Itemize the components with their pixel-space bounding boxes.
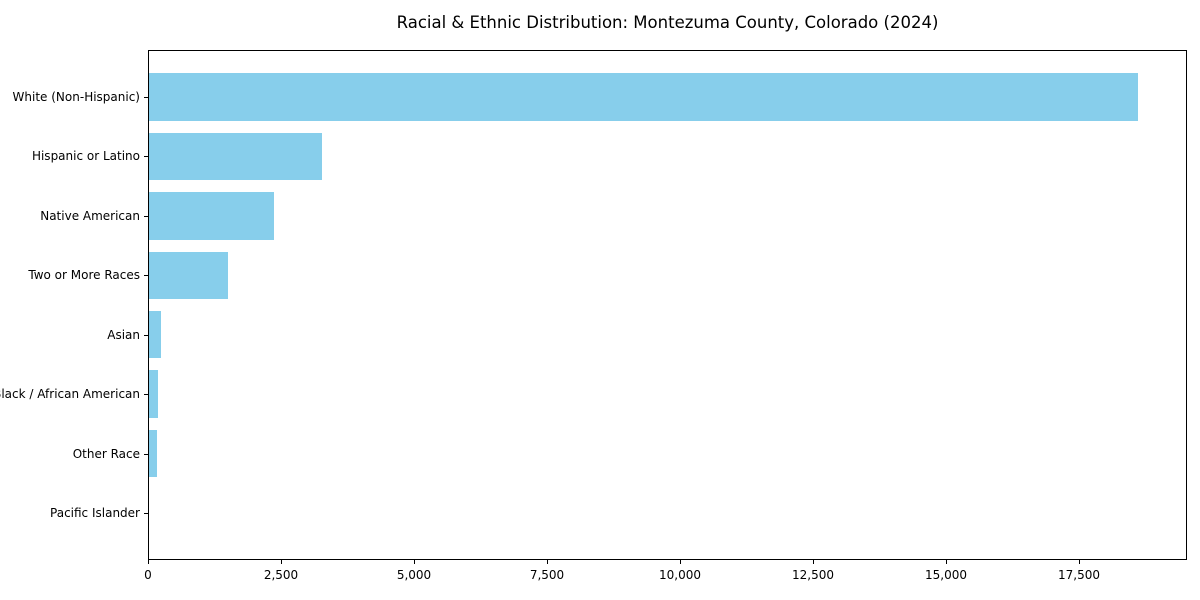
bar-white-non-hispanic [149, 73, 1138, 121]
ytick-mark [144, 215, 148, 217]
bar-hispanic-or-latino [149, 132, 323, 181]
xtick-mark [946, 560, 947, 564]
xtick-mark [414, 560, 415, 564]
xtick-mark [148, 560, 149, 564]
ytick-mark [144, 96, 148, 98]
ytick-label-black-african-american: Black / African American [0, 387, 140, 402]
bar-two-or-more-races [149, 251, 229, 300]
xtick-mark [1079, 560, 1080, 564]
xtick-mark [680, 560, 681, 564]
plot-area [148, 50, 1187, 560]
ytick-label-two-or-more-races: Two or More Races [28, 268, 140, 283]
ytick-label-other-race: Other Race [72, 446, 140, 461]
ytick-mark [144, 513, 148, 515]
xtick-label: 10,000 [659, 568, 701, 582]
ytick-mark [144, 156, 148, 158]
ytick-mark [144, 453, 148, 455]
xtick-label: 2,500 [263, 568, 299, 582]
chart-title: Racial & Ethnic Distribution: Montezuma … [396, 13, 939, 32]
ytick-mark [144, 334, 148, 336]
ytick-label-white-non-hispanic: White (Non-Hispanic) [12, 89, 140, 104]
xtick-label: 17,500 [1058, 568, 1100, 582]
bar-native-american [149, 192, 275, 240]
xtick-mark [281, 560, 282, 564]
xtick-label: 5,000 [396, 568, 432, 582]
xtick-mark [547, 560, 548, 564]
ytick-label-asian: Asian [107, 327, 140, 342]
bar-asian [149, 310, 162, 359]
ytick-label-native-american: Native American [40, 208, 140, 223]
xtick-label: 7,500 [529, 568, 565, 582]
xtick-label: 0 [144, 568, 152, 582]
xtick-label: 12,500 [792, 568, 834, 582]
ytick-mark [144, 275, 148, 277]
ytick-mark [144, 394, 148, 396]
bar-black-african-american [149, 370, 159, 418]
xtick-mark [813, 560, 814, 564]
ytick-label-pacific-islander: Pacific Islander [50, 506, 140, 521]
xtick-label: 15,000 [925, 568, 967, 582]
ytick-label-hispanic-or-latino: Hispanic or Latino [31, 149, 140, 164]
bar-other-race [149, 429, 158, 478]
